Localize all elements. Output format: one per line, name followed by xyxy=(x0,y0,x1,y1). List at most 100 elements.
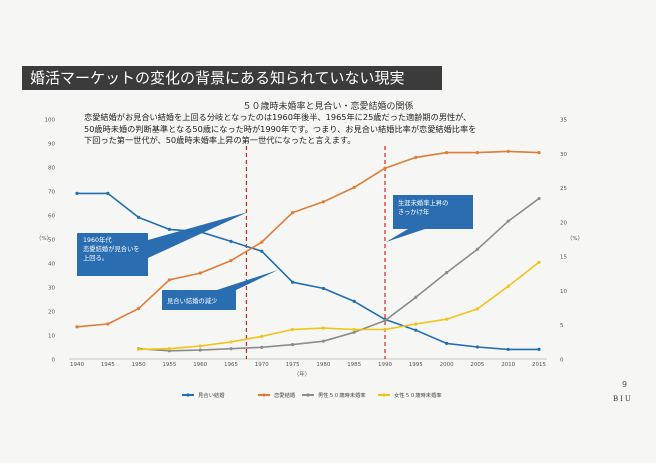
data-point xyxy=(229,340,233,344)
chart-title: ５０歳時未婚率と見合い・恋愛結婚の関係 xyxy=(242,102,414,112)
x-tick-label: 2000 xyxy=(440,362,454,368)
data-point xyxy=(445,271,449,275)
data-point xyxy=(445,151,449,155)
data-point xyxy=(414,155,418,159)
data-point xyxy=(291,211,295,215)
callout-miai-renai-line: 恋愛結婚が見合いを xyxy=(83,244,140,253)
data-point xyxy=(506,149,510,153)
data-point xyxy=(75,191,79,195)
y-tick-left: 100 xyxy=(45,118,56,124)
x-tick-label: 1960 xyxy=(193,362,207,368)
y-axis-label-left: （%） xyxy=(36,235,52,242)
slide-title: 婚活マーケットの変化の背景にある知られていない現実 xyxy=(22,66,442,90)
y-axis-label-right: （%） xyxy=(567,235,583,242)
data-point xyxy=(537,260,541,264)
data-point xyxy=(167,227,171,231)
data-point xyxy=(475,247,479,251)
data-point xyxy=(260,345,264,349)
legend-label: 男性５０歳時未婚率 xyxy=(318,391,366,399)
x-tick-label: 1955 xyxy=(162,362,176,368)
data-point xyxy=(229,347,233,351)
lead-line: 50歳時未婚の判断基準となる50歳になった時が1990年です。つまり、お見合い結… xyxy=(84,123,477,134)
y-tick-left: 30 xyxy=(48,286,55,292)
x-tick-label: 2010 xyxy=(501,362,515,368)
data-point xyxy=(321,200,325,204)
data-point xyxy=(445,317,449,321)
data-point xyxy=(414,328,418,332)
data-point xyxy=(167,347,171,351)
x-tick-label: 1985 xyxy=(347,362,361,368)
callout-unmarried-rise-line: 生涯未婚率上昇の xyxy=(398,198,448,207)
callout-miai-renai-line: 1960年代 xyxy=(83,235,112,244)
data-point xyxy=(229,259,233,263)
callout-miai-decline-box xyxy=(162,270,278,310)
x-tick-label: 1945 xyxy=(101,362,115,368)
data-point xyxy=(260,249,264,253)
legend-marker xyxy=(262,393,266,397)
data-point xyxy=(383,166,387,170)
y-tick-left: 80 xyxy=(48,166,55,172)
x-tick-label: 1970 xyxy=(255,362,269,368)
x-tick-label: 1995 xyxy=(409,362,423,368)
data-point xyxy=(506,219,510,223)
y-tick-right: 5 xyxy=(560,323,564,329)
data-point xyxy=(352,327,356,332)
page-number: 9 xyxy=(622,380,628,389)
y-tick-right: 0 xyxy=(560,358,564,364)
legend-marker xyxy=(306,393,310,397)
data-point xyxy=(106,191,110,195)
data-point xyxy=(475,307,479,311)
callout-miai-renai-line: 上回る。 xyxy=(83,253,108,262)
series-line xyxy=(138,197,540,352)
x-tick-label: 1975 xyxy=(286,362,300,368)
data-point xyxy=(260,334,264,338)
data-point xyxy=(198,271,202,275)
logo-text: BIU xyxy=(613,395,633,403)
data-point xyxy=(506,347,510,351)
x-tick-label: 1950 xyxy=(132,362,146,368)
y-tick-right: 30 xyxy=(560,152,567,158)
data-point xyxy=(137,347,141,351)
data-point xyxy=(291,343,295,347)
data-point xyxy=(383,319,387,323)
data-point xyxy=(260,240,264,244)
data-point xyxy=(537,196,541,201)
y-tick-left: 0 xyxy=(52,358,56,364)
data-point xyxy=(291,327,295,332)
data-point xyxy=(321,339,325,343)
legend-label: 見合い結婚 xyxy=(198,391,225,399)
data-point xyxy=(75,325,79,329)
y-tick-left: 90 xyxy=(48,142,55,148)
data-point xyxy=(291,280,295,284)
lead-line: 下回った第一世代が、50歳時未婚率上昇の第一世代になったと言えます。 xyxy=(84,135,356,145)
y-tick-left: 40 xyxy=(48,262,55,268)
data-point xyxy=(198,348,202,352)
y-tick-left: 20 xyxy=(48,310,55,316)
y-tick-left: 10 xyxy=(48,334,55,340)
y-tick-right: 25 xyxy=(560,186,567,192)
data-point xyxy=(352,299,356,303)
callout-unmarried-rise-box xyxy=(386,195,473,242)
y-tick-right: 20 xyxy=(560,220,567,226)
y-tick-right: 35 xyxy=(560,118,567,124)
data-point xyxy=(137,307,141,311)
data-point xyxy=(475,151,479,155)
data-point xyxy=(537,347,541,351)
data-point xyxy=(506,284,510,288)
data-point xyxy=(383,327,387,332)
data-point xyxy=(321,326,325,330)
data-point xyxy=(414,295,418,299)
data-point xyxy=(198,344,202,348)
callout-miai-decline-line: 見合い結婚の減少 xyxy=(167,296,217,305)
data-point xyxy=(106,322,110,326)
series-line xyxy=(76,150,540,328)
legend-label: 女性５０歳時未婚率 xyxy=(394,391,442,399)
data-point xyxy=(198,230,202,234)
data-point xyxy=(352,185,356,189)
callout-miai-renai-box xyxy=(77,212,248,276)
x-tick-label: 1940 xyxy=(70,362,84,368)
y-tick-left: 50 xyxy=(48,238,55,244)
callout-unmarried-rise-line: きっかけ年 xyxy=(398,207,429,216)
data-point xyxy=(137,215,141,219)
data-point xyxy=(167,278,171,282)
